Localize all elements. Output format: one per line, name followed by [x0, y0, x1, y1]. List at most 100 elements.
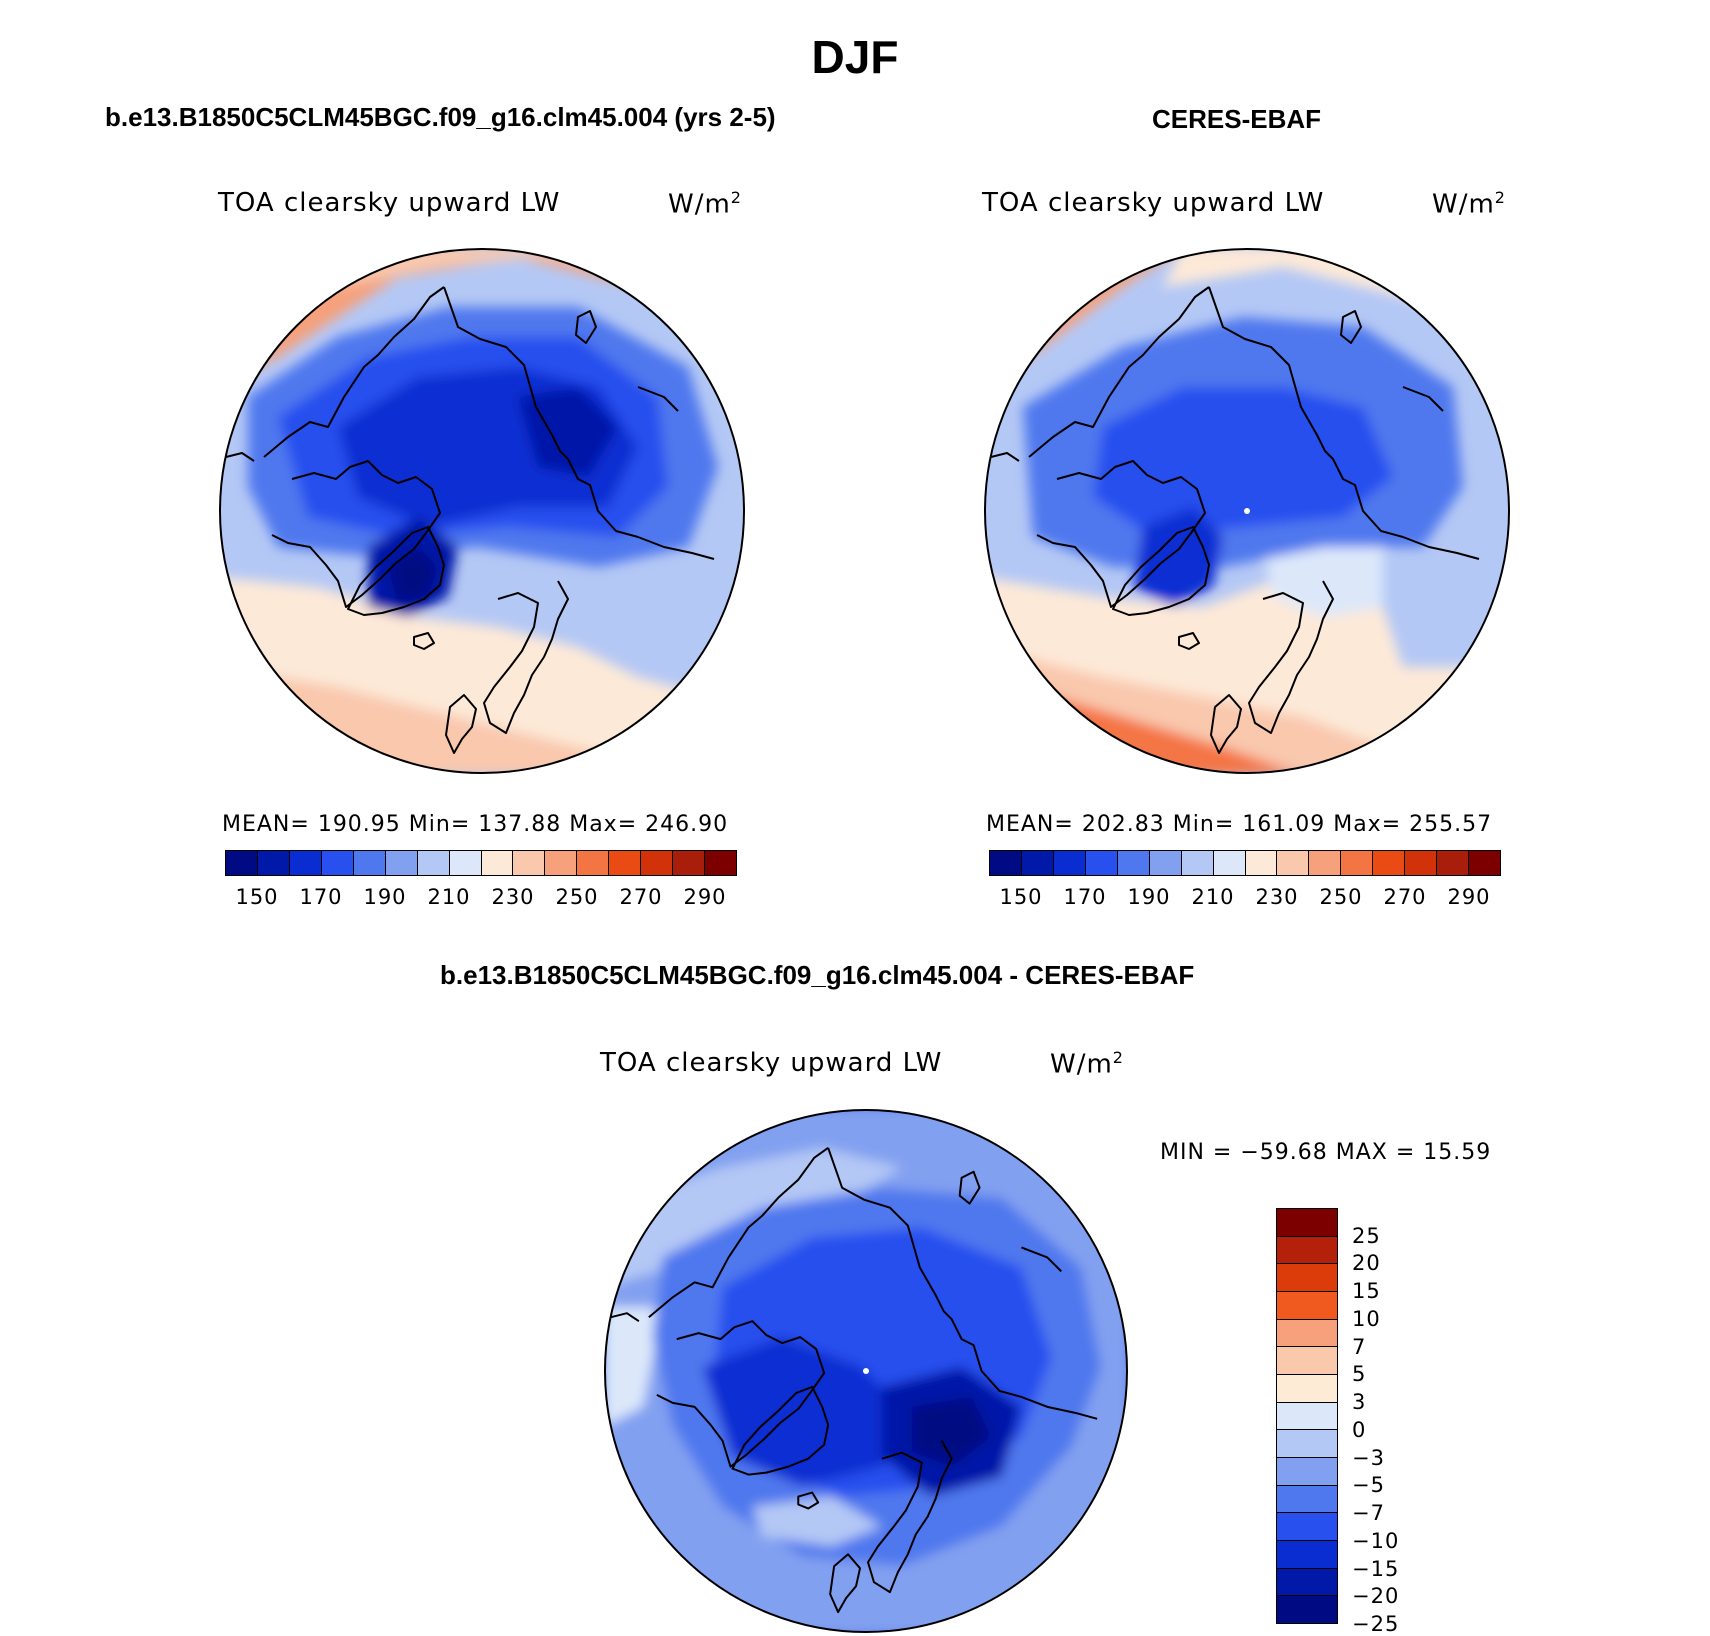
coastline: [263, 286, 445, 458]
colorbar-tick-label: 250: [1319, 885, 1363, 909]
coastline: [648, 1147, 829, 1318]
colorbar-tick-label: 190: [1127, 885, 1171, 909]
coastline: [1402, 386, 1444, 412]
colorbar-swatch: [385, 851, 418, 875]
colorbar-swatch: [417, 851, 450, 875]
units-label-diff: W/m2: [1050, 1048, 1124, 1080]
colorbar-tick-label: 250: [555, 885, 599, 909]
colorbar-tick-label: −5: [1352, 1473, 1385, 1498]
colorbar-swatch: [545, 851, 578, 875]
colorbar-swatch: [226, 851, 258, 875]
colorbar-swatch: [1277, 1292, 1337, 1320]
coastline: [271, 460, 441, 608]
colorbar-swatch: [1277, 1347, 1337, 1376]
colorbar-swatch: [1149, 851, 1182, 875]
colorbar-tick-label: 210: [427, 885, 471, 909]
north-pole-marker: [1244, 508, 1250, 514]
colorbar-swatch: [1277, 1264, 1337, 1293]
coastline: [610, 1312, 640, 1323]
variable-label-diff: TOA clearsky upward LW: [600, 1048, 943, 1078]
colorbar-tick-label: 25: [1352, 1223, 1381, 1248]
coastline: [990, 452, 1020, 462]
colorbar-swatch: [641, 851, 674, 875]
colorbar-swatch: [481, 851, 514, 875]
colorbar-tick-label: 270: [1383, 885, 1427, 909]
minmax-diff: MIN = −59.68 MAX = 15.59: [1160, 1140, 1492, 1165]
colorbar-tick-label: 15: [1352, 1279, 1381, 1304]
polar-map-diff: [603, 1108, 1129, 1634]
colorbar-model: [225, 850, 737, 876]
contour-region: [518, 387, 618, 477]
colorbar-swatch: [1277, 1513, 1337, 1542]
colorbar-swatch: [1277, 1596, 1337, 1624]
map-border: [984, 248, 1510, 774]
variable-label-obs: TOA clearsky upward LW: [982, 188, 1325, 218]
colorbar-swatch: [353, 851, 386, 875]
colorbar-tick-label: −25: [1352, 1612, 1400, 1636]
colorbar-swatch: [1277, 851, 1310, 875]
panel-title-obs: CERES-EBAF: [1152, 104, 1322, 134]
colorbar-tick-label: 150: [235, 885, 279, 909]
contour-region: [752, 1496, 882, 1547]
colorbar-swatch: [1277, 1541, 1337, 1569]
colorbar-swatch: [1373, 851, 1406, 875]
colorbar-swatch: [289, 851, 322, 875]
colorbar-swatch: [1085, 851, 1118, 875]
contour-region: [1093, 387, 1393, 537]
colorbar-swatch: [1277, 1458, 1337, 1486]
coastline: [443, 286, 639, 538]
colorbar-tick-label: 150: [999, 885, 1043, 909]
colorbar-tick-label: 20: [1352, 1251, 1381, 1276]
contour-region: [1133, 507, 1223, 607]
colorbar-swatch: [673, 851, 706, 875]
colorbar-obs: [989, 850, 1501, 876]
colorbar-swatch: [1277, 1209, 1337, 1237]
colorbar-tick-label: 290: [1447, 885, 1491, 909]
coastline: [1402, 536, 1480, 560]
units-label-obs: W/m2: [1432, 188, 1506, 220]
colorbar-tick-label: −7: [1352, 1501, 1385, 1526]
north-pole-marker: [863, 1368, 869, 1374]
coastline: [413, 632, 435, 650]
coastline: [1210, 694, 1242, 754]
colorbar-swatch: [1277, 1430, 1337, 1459]
stats-model: MEAN= 190.95 Min= 137.88 Max= 246.90: [222, 812, 729, 837]
colorbar-swatch: [1405, 851, 1438, 875]
coastline: [827, 1147, 1022, 1398]
variable-label-model: TOA clearsky upward LW: [218, 188, 561, 218]
colorbar-tick-label: 230: [1255, 885, 1299, 909]
polar-map-model: [219, 248, 745, 774]
colorbar-swatch: [705, 851, 736, 875]
coastline: [575, 310, 597, 344]
colorbar-ticks-diff: 25 20 15 10 7 5 3 0 −3 −5 −7 −10 −15 −20 −25: [1352, 1208, 1432, 1636]
colorbar-swatch: [577, 851, 610, 875]
colorbar-swatch: [1213, 851, 1246, 875]
stats-obs: MEAN= 202.83 Min= 161.09 Max= 255.57: [986, 812, 1493, 837]
colorbar-tick-label: 3: [1352, 1390, 1367, 1415]
contour-region: [604, 1307, 663, 1427]
colorbar-tick-label: 190: [363, 885, 407, 909]
polar-map-obs: [984, 248, 1510, 774]
colorbar-swatch: [1277, 1568, 1337, 1597]
colorbar-swatch: [1053, 851, 1086, 875]
colorbar-ticks-obs: 150 170 190 210 230 250 270 290: [989, 885, 1501, 911]
coastline: [637, 536, 715, 560]
colorbar-tick-label: −20: [1352, 1584, 1400, 1609]
colorbar-swatch: [1341, 851, 1374, 875]
colorbar-swatch: [1021, 851, 1054, 875]
colorbar-swatch: [1277, 1402, 1337, 1431]
coastline: [637, 386, 679, 412]
coastline: [1178, 632, 1200, 650]
colorbar-tick-label: 290: [683, 885, 727, 909]
coastline: [829, 1553, 862, 1614]
colorbar-tick-label: 270: [619, 885, 663, 909]
coastline: [1036, 460, 1206, 608]
coastline: [1112, 526, 1210, 616]
colorbar-swatch: [1245, 851, 1278, 875]
contour-region: [702, 1337, 922, 1487]
colorbar-swatch: [449, 851, 482, 875]
coastline: [483, 580, 569, 734]
colorbar-tick-label: −3: [1352, 1445, 1385, 1470]
coastline: [347, 526, 445, 616]
coastline: [1248, 580, 1334, 734]
